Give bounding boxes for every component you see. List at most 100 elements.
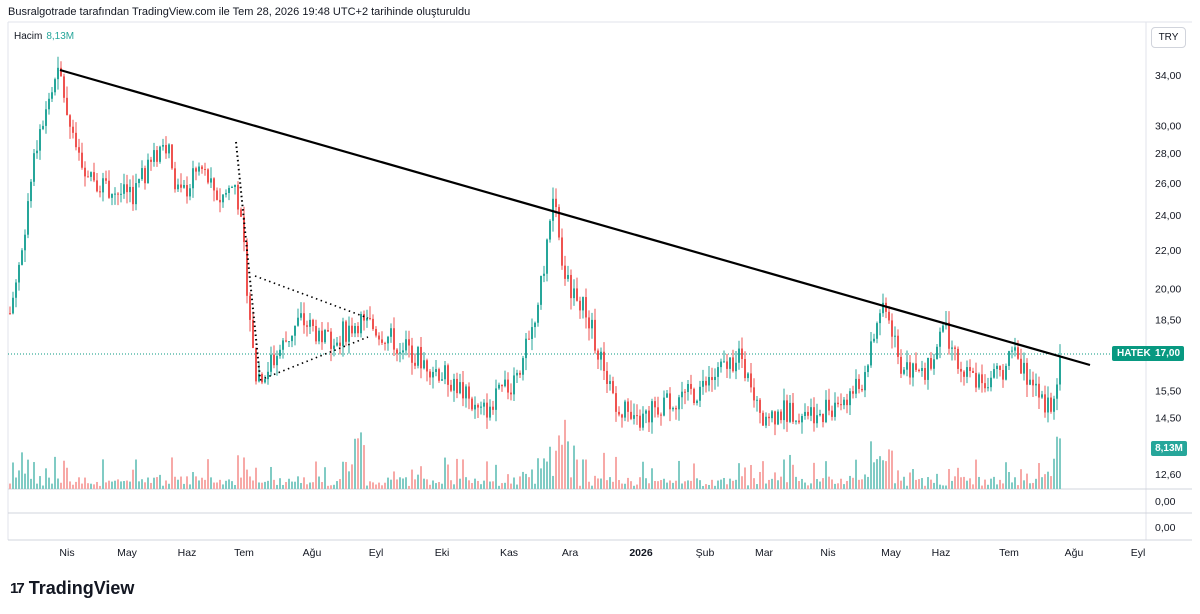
volume-bar: [294, 481, 296, 489]
volume-bar: [618, 480, 620, 489]
candle-body: [51, 92, 53, 99]
candle-body: [873, 338, 875, 342]
volume-bar: [369, 481, 371, 489]
candle-body: [186, 184, 188, 197]
currency-button[interactable]: TRY: [1151, 27, 1186, 48]
volume-bar: [900, 480, 902, 489]
candle-body: [687, 383, 689, 393]
volume-bar: [108, 480, 110, 489]
candle-body: [177, 184, 179, 190]
volume-bar: [396, 479, 398, 489]
candle-body: [756, 399, 758, 401]
candle-body: [903, 369, 905, 374]
candle-body: [627, 401, 629, 412]
candle-body: [168, 144, 170, 154]
volume-bar: [441, 483, 443, 489]
candle-body: [531, 327, 533, 339]
volume-bar: [144, 482, 146, 489]
candle-body: [18, 264, 20, 283]
candle-body: [837, 402, 839, 405]
volume-bar: [930, 479, 932, 489]
candle-body: [210, 178, 212, 183]
volume-bar: [204, 479, 206, 489]
candle-body: [24, 234, 26, 251]
x-tick-label: Ağu: [1065, 547, 1084, 559]
volume-bar: [468, 480, 470, 489]
candle-body: [933, 359, 935, 369]
candle-body: [1029, 379, 1031, 385]
volume-bar: [495, 464, 497, 489]
volume-bar: [876, 459, 878, 489]
volume-bar: [624, 483, 626, 489]
volume-bar: [549, 446, 551, 489]
volume-bar: [231, 481, 233, 489]
candle-body: [390, 328, 392, 337]
candle-body: [861, 388, 863, 391]
candle-body: [465, 386, 467, 399]
candle-body: [840, 404, 842, 406]
volume-bar: [840, 478, 842, 489]
candle-body: [534, 322, 536, 328]
tradingview-logo[interactable]: 17 TradingView: [10, 578, 134, 599]
volume-bar: [207, 459, 209, 489]
candle-body: [435, 369, 437, 372]
volume-bar: [987, 484, 989, 489]
candle-body: [399, 352, 401, 354]
volume-bar: [555, 450, 557, 489]
volume-bar: [411, 469, 413, 489]
volume-bar: [312, 482, 314, 489]
candle-body: [39, 129, 41, 151]
volume-bar: [879, 456, 881, 489]
candle-body: [123, 184, 125, 194]
volume-bar: [486, 461, 488, 489]
candle-body: [678, 397, 680, 410]
candle-body: [654, 401, 656, 408]
volume-bar: [591, 485, 593, 489]
candle-body: [405, 339, 407, 351]
volume-bar: [957, 467, 959, 489]
volume-bar: [525, 473, 527, 489]
volume-bar: [582, 459, 584, 489]
volume-bar: [408, 485, 410, 489]
volume-bar: [201, 477, 203, 489]
candle-body: [1005, 365, 1007, 380]
candle-body: [324, 330, 326, 343]
volume-bar: [39, 476, 41, 489]
candle-body: [225, 193, 227, 195]
volume-bars: [9, 419, 1061, 489]
volume-bar: [768, 479, 770, 489]
volume-bar: [603, 452, 605, 489]
candle-body: [822, 413, 824, 423]
volume-bar: [351, 464, 353, 489]
volume-bar: [630, 481, 632, 489]
volume-bar: [147, 477, 149, 489]
volume-bar: [492, 481, 494, 489]
candle-body: [372, 318, 374, 330]
chart-attribution: Busralgotrade tarafından TradingView.com…: [8, 6, 471, 18]
candle-body: [693, 388, 695, 404]
candle-body: [909, 362, 911, 378]
candle-body: [708, 377, 710, 386]
candle-body: [174, 168, 176, 190]
volume-bar: [159, 474, 161, 489]
tradingview-wordmark: TradingView: [28, 578, 135, 598]
volume-bar: [102, 459, 104, 489]
candle-body: [222, 194, 224, 203]
volume-bar: [858, 479, 860, 489]
candle-body: [411, 345, 413, 363]
candle-body: [1047, 397, 1049, 413]
volume-bar: [51, 483, 53, 489]
volume-bar: [459, 478, 461, 489]
volume-bar: [633, 485, 635, 489]
volume-bar: [837, 483, 839, 489]
candle-body: [117, 193, 119, 195]
volume-bar: [81, 483, 83, 489]
volume-bar: [336, 481, 338, 489]
candle-body: [528, 338, 530, 340]
volume-bar: [534, 483, 536, 489]
candle-body: [576, 288, 578, 301]
volume-bar: [585, 459, 587, 489]
candle-body: [216, 190, 218, 200]
candle-body: [918, 369, 920, 371]
